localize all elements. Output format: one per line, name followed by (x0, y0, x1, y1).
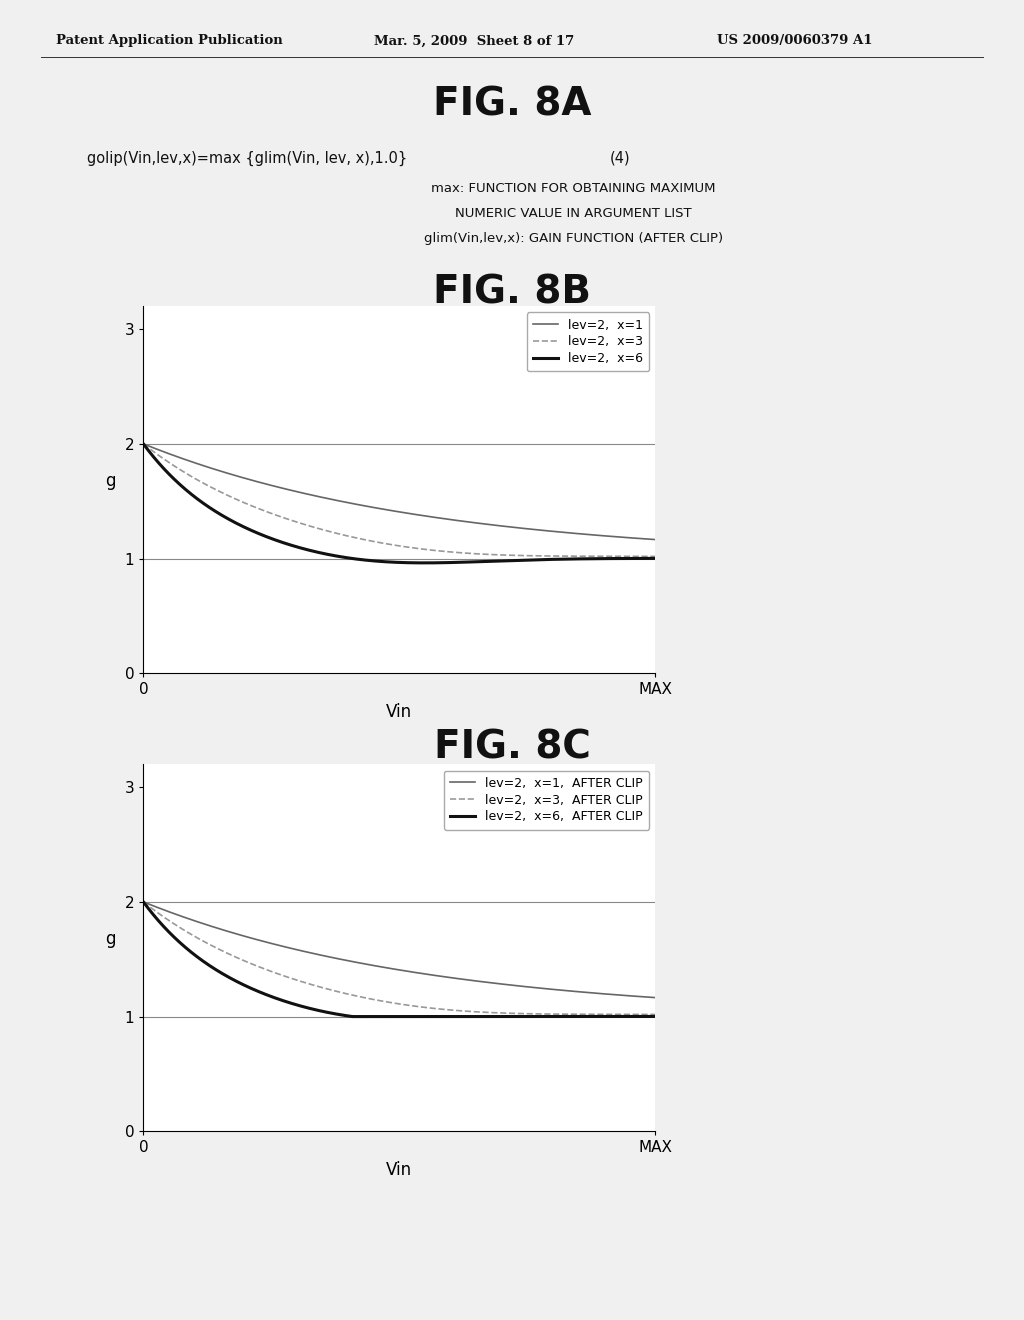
Text: Mar. 5, 2009  Sheet 8 of 17: Mar. 5, 2009 Sheet 8 of 17 (374, 34, 574, 48)
Text: glim(Vin,lev,x): GAIN FUNCTION (AFTER CLIP): glim(Vin,lev,x): GAIN FUNCTION (AFTER CL… (424, 232, 723, 246)
Text: FIG. 8B: FIG. 8B (433, 273, 591, 312)
Text: US 2009/0060379 A1: US 2009/0060379 A1 (717, 34, 872, 48)
Legend: lev=2,  x=1,  AFTER CLIP, lev=2,  x=3,  AFTER CLIP, lev=2,  x=6,  AFTER CLIP: lev=2, x=1, AFTER CLIP, lev=2, x=3, AFTE… (444, 771, 649, 829)
X-axis label: Vin: Vin (386, 1160, 413, 1179)
Text: max: FUNCTION FOR OBTAINING MAXIMUM: max: FUNCTION FOR OBTAINING MAXIMUM (431, 182, 716, 195)
Y-axis label: g: g (105, 471, 116, 490)
Y-axis label: g: g (105, 929, 116, 948)
Legend: lev=2,  x=1, lev=2,  x=3, lev=2,  x=6: lev=2, x=1, lev=2, x=3, lev=2, x=6 (526, 313, 649, 371)
Text: FIG. 8C: FIG. 8C (433, 729, 591, 767)
Text: Patent Application Publication: Patent Application Publication (56, 34, 283, 48)
X-axis label: Vin: Vin (386, 702, 413, 721)
Text: FIG. 8A: FIG. 8A (433, 86, 591, 124)
Text: NUMERIC VALUE IN ARGUMENT LIST: NUMERIC VALUE IN ARGUMENT LIST (455, 207, 692, 220)
Text: (4): (4) (609, 150, 630, 165)
Text: golip(Vin,lev,x)=max {glim(Vin, lev, x),1.0}: golip(Vin,lev,x)=max {glim(Vin, lev, x),… (87, 150, 408, 166)
